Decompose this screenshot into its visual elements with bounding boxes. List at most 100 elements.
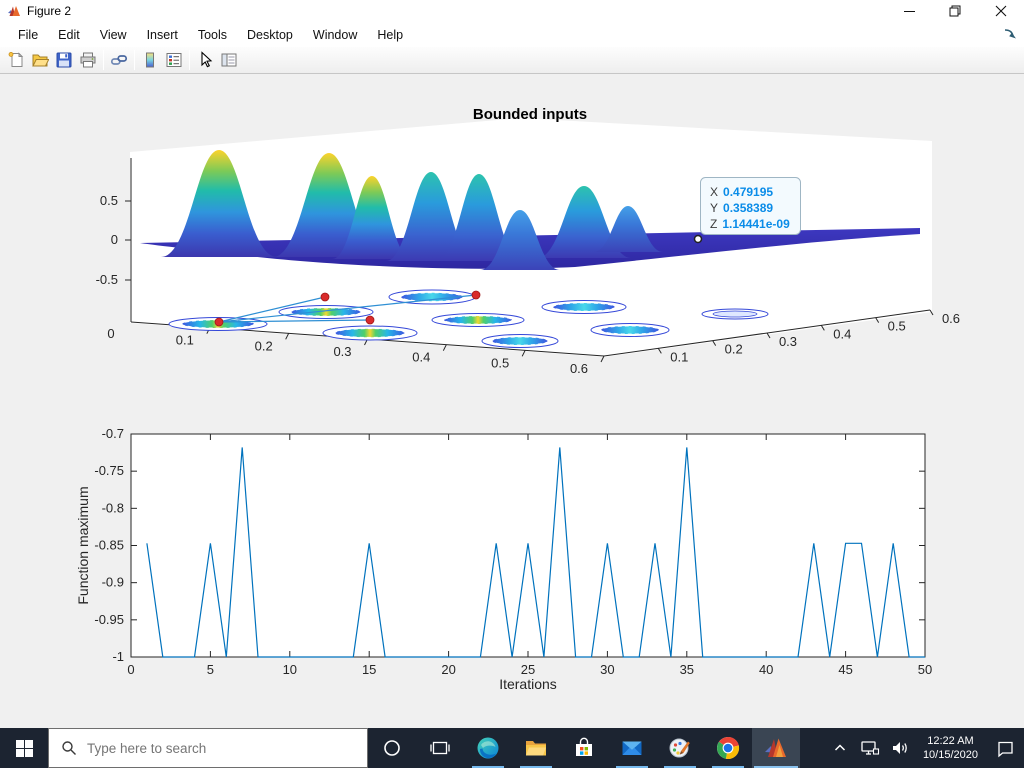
- surface-peaks: [161, 150, 663, 270]
- plots-svg[interactable]: 0.5 0 -0.5 0 0.1 0.2 0.3 0.4 0.5 0.6 0.1 0.2 0.3 0.4 0…: [0, 74, 1024, 728]
- surface-peak: [332, 176, 412, 259]
- y-tick: [875, 317, 880, 323]
- menubar: File Edit View Insert Tools Desktop Wind…: [0, 22, 1024, 47]
- svg-text:X0.479195: X 0.479195: [710, 185, 773, 199]
- task-view-button[interactable]: [416, 728, 464, 768]
- print-figure-icon: [80, 52, 96, 68]
- insert-colorbar-icon: [146, 52, 154, 68]
- y-tick-label: -0.9: [102, 575, 124, 590]
- minimize-button[interactable]: [886, 0, 932, 22]
- taskbar-app-mail[interactable]: [608, 728, 656, 768]
- datatip-z-value: 1.14441e-09: [722, 217, 790, 231]
- svg-text:Z1.14441e-09: Z 1.14441e-09: [710, 217, 790, 231]
- menu-insert[interactable]: Insert: [146, 27, 178, 42]
- y-tick: [820, 325, 825, 331]
- origin-label: 0: [107, 326, 114, 341]
- toolbar-separator: [134, 50, 135, 70]
- menu-view[interactable]: View: [99, 27, 127, 42]
- x-axis-label: Iterations: [499, 676, 557, 692]
- taskbar-app-paint-3d[interactable]: [656, 728, 704, 768]
- plot-title: Bounded inputs: [473, 106, 587, 123]
- taskbar-app-file-explorer[interactable]: [512, 728, 560, 768]
- y-tick-label: 0.6: [942, 311, 960, 326]
- menu-tools[interactable]: Tools: [197, 27, 228, 42]
- property-inspector-button[interactable]: [217, 49, 241, 72]
- y-tick-label: 0.4: [833, 326, 851, 341]
- y-tick: [766, 332, 771, 339]
- network-icon: [861, 741, 879, 755]
- datatip-x-value: 0.479195: [723, 185, 773, 199]
- action-center-button[interactable]: [986, 728, 1024, 768]
- network-status[interactable]: [855, 728, 885, 768]
- surface-axes-ticks: 0.5 0 -0.5 0 0.1 0.2 0.3 0.4 0.5 0.6 0.1 0.2 0.3 0.4 0…: [96, 193, 960, 376]
- start-button[interactable]: [0, 728, 48, 768]
- save-figure-button[interactable]: [52, 49, 76, 72]
- x-tick: [285, 333, 290, 340]
- taskbar-clock[interactable]: 12:22 AM 10/15/2020: [915, 734, 986, 762]
- x-tick-label: 0: [127, 662, 134, 677]
- datatip-y-value: 0.358389: [723, 201, 773, 215]
- search-input[interactable]: [87, 740, 337, 756]
- datatip[interactable]: X 0.479195 Y 0.358389 Z 1.14441e-09: [700, 177, 801, 235]
- taskbar-app-chrome[interactable]: [704, 728, 752, 768]
- taskbar-app-matlab[interactable]: [752, 728, 800, 768]
- volume-status[interactable]: [885, 728, 915, 768]
- insert-legend-button[interactable]: [162, 49, 186, 72]
- x-tick-label: 0.1: [176, 333, 194, 348]
- menu-desktop[interactable]: Desktop: [247, 27, 293, 42]
- z-tick-label: -0.5: [96, 272, 118, 287]
- speaker-icon: [892, 742, 907, 754]
- clock-date: 10/15/2020: [922, 749, 978, 761]
- menu-file[interactable]: File: [18, 27, 39, 42]
- x-tick-label: 30: [600, 662, 614, 677]
- datatip-y-label: Y: [710, 201, 718, 215]
- toolbar-separator: [189, 50, 190, 70]
- action-center-icon: [998, 741, 1013, 758]
- toolbar-separator: [103, 50, 104, 70]
- line-chart[interactable]: 0 5 10 15 20 25 30 35 40 45 50 -0.7 -0.75 -0.8 -0.85 -0…: [75, 426, 932, 692]
- menu-window[interactable]: Window: [312, 27, 358, 42]
- y-tick-label: -0.8: [102, 500, 124, 515]
- y-tick: [712, 340, 717, 346]
- menu-help[interactable]: Help: [377, 27, 404, 42]
- restore-button[interactable]: [932, 0, 978, 22]
- y-tick-label: -0.95: [94, 612, 124, 627]
- system-tray: 12:22 AM 10/15/2020: [825, 728, 1024, 768]
- insert-colorbar-button[interactable]: [138, 49, 162, 72]
- close-button[interactable]: [978, 0, 1024, 22]
- y-tick-label: 0.1: [670, 349, 688, 364]
- task-view-icon: [430, 741, 450, 755]
- edit-plot-button[interactable]: [193, 49, 217, 72]
- chevron-up-icon: [834, 744, 845, 751]
- link-plot-button[interactable]: [107, 49, 131, 72]
- datatip-marker[interactable]: [693, 234, 703, 244]
- y-tick-label: 0.3: [779, 334, 797, 349]
- x-tick-label: 20: [441, 662, 455, 677]
- y-tick-label: -0.7: [102, 426, 124, 441]
- sample-points: [214, 290, 481, 327]
- sample-connections: [218, 294, 477, 323]
- x-tick-label: 5: [207, 662, 214, 677]
- cortana-button[interactable]: [368, 728, 416, 768]
- x-tick: [442, 344, 447, 351]
- datatip-x-label: X: [710, 185, 718, 199]
- data-line: [146, 447, 925, 658]
- surface-peak: [436, 174, 522, 261]
- figure-canvas: 0.5 0 -0.5 0 0.1 0.2 0.3 0.4 0.5 0.6 0.1 0.2 0.3 0.4 0…: [0, 74, 1024, 728]
- x-tick-label: 25: [521, 662, 535, 677]
- new-figure-button[interactable]: [4, 49, 28, 72]
- minimize-icon: [903, 10, 915, 12]
- print-figure-button[interactable]: [76, 49, 100, 72]
- open-file-button[interactable]: [28, 49, 52, 72]
- dock-figure-arrow-icon[interactable]: [1002, 27, 1018, 43]
- microsoft-store-icon: [576, 737, 592, 756]
- hidden-icons-button[interactable]: [825, 728, 855, 768]
- property-inspector-icon: [221, 53, 237, 67]
- z-tick-label: 0: [111, 232, 118, 247]
- new-figure-icon: [8, 52, 24, 67]
- x-tick-label: 0.5: [491, 355, 509, 370]
- taskbar-app-edge[interactable]: [464, 728, 512, 768]
- taskbar-app-microsoft-store[interactable]: [560, 728, 608, 768]
- taskbar-search[interactable]: [48, 728, 368, 768]
- menu-edit[interactable]: Edit: [58, 27, 80, 42]
